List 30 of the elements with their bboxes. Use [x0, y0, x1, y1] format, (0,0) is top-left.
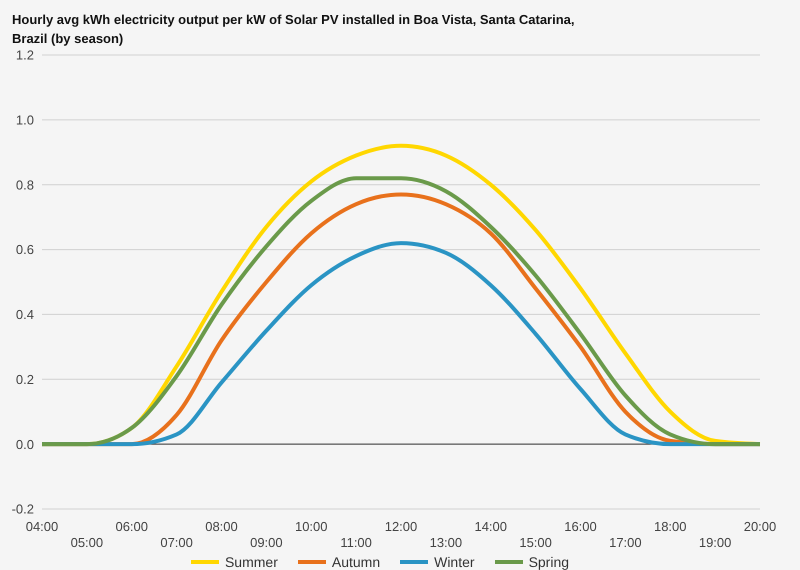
- y-tick-label: 1.2: [16, 48, 34, 63]
- y-tick-label: 0.6: [16, 242, 34, 258]
- x-tick-label: 17:00: [609, 535, 642, 550]
- x-tick-label: 04:00: [26, 519, 58, 534]
- x-tick-label: 08:00: [205, 519, 238, 534]
- x-tick-label: 12:00: [384, 519, 418, 534]
- x-tick-label: 06:00: [115, 519, 148, 534]
- x-tick-label: 13:00: [430, 535, 462, 550]
- y-tick-label: 1.0: [16, 112, 34, 128]
- x-tick-label: 07:00: [160, 535, 193, 550]
- legend-label: Summer: [224, 554, 278, 570]
- x-tick-label: 19:00: [698, 535, 732, 550]
- y-tick-label: 0.2: [16, 372, 34, 387]
- legend-label: Autumn: [330, 554, 380, 570]
- x-tick-label: 11:00: [340, 535, 372, 550]
- x-tick-label: 10:00: [294, 519, 328, 534]
- x-tick-label: 09:00: [250, 535, 283, 550]
- chart-title: Hourly avg kWh electricity output per kW of Solar PV installed in Boa Vista, Santa Catarina, Brazil (by season): [12, 11, 576, 48]
- x-tick-label: 15:00: [519, 535, 552, 550]
- y-tick-label: 0.8: [16, 177, 34, 192]
- x-tick-label: 14:00: [474, 519, 508, 534]
- x-tick-label: 16:00: [564, 519, 597, 534]
- x-tick-label: 20:00: [744, 519, 776, 534]
- y-tick-label: 0.0: [16, 436, 34, 452]
- y-tick-label: 0.4: [16, 307, 34, 322]
- legend-label: Spring: [528, 554, 570, 570]
- x-tick-label: 05:00: [70, 535, 104, 550]
- x-tick-label: 18:00: [654, 519, 687, 534]
- y-tick-label: -0.2: [12, 502, 34, 517]
- legend-label: Winter: [433, 554, 475, 570]
